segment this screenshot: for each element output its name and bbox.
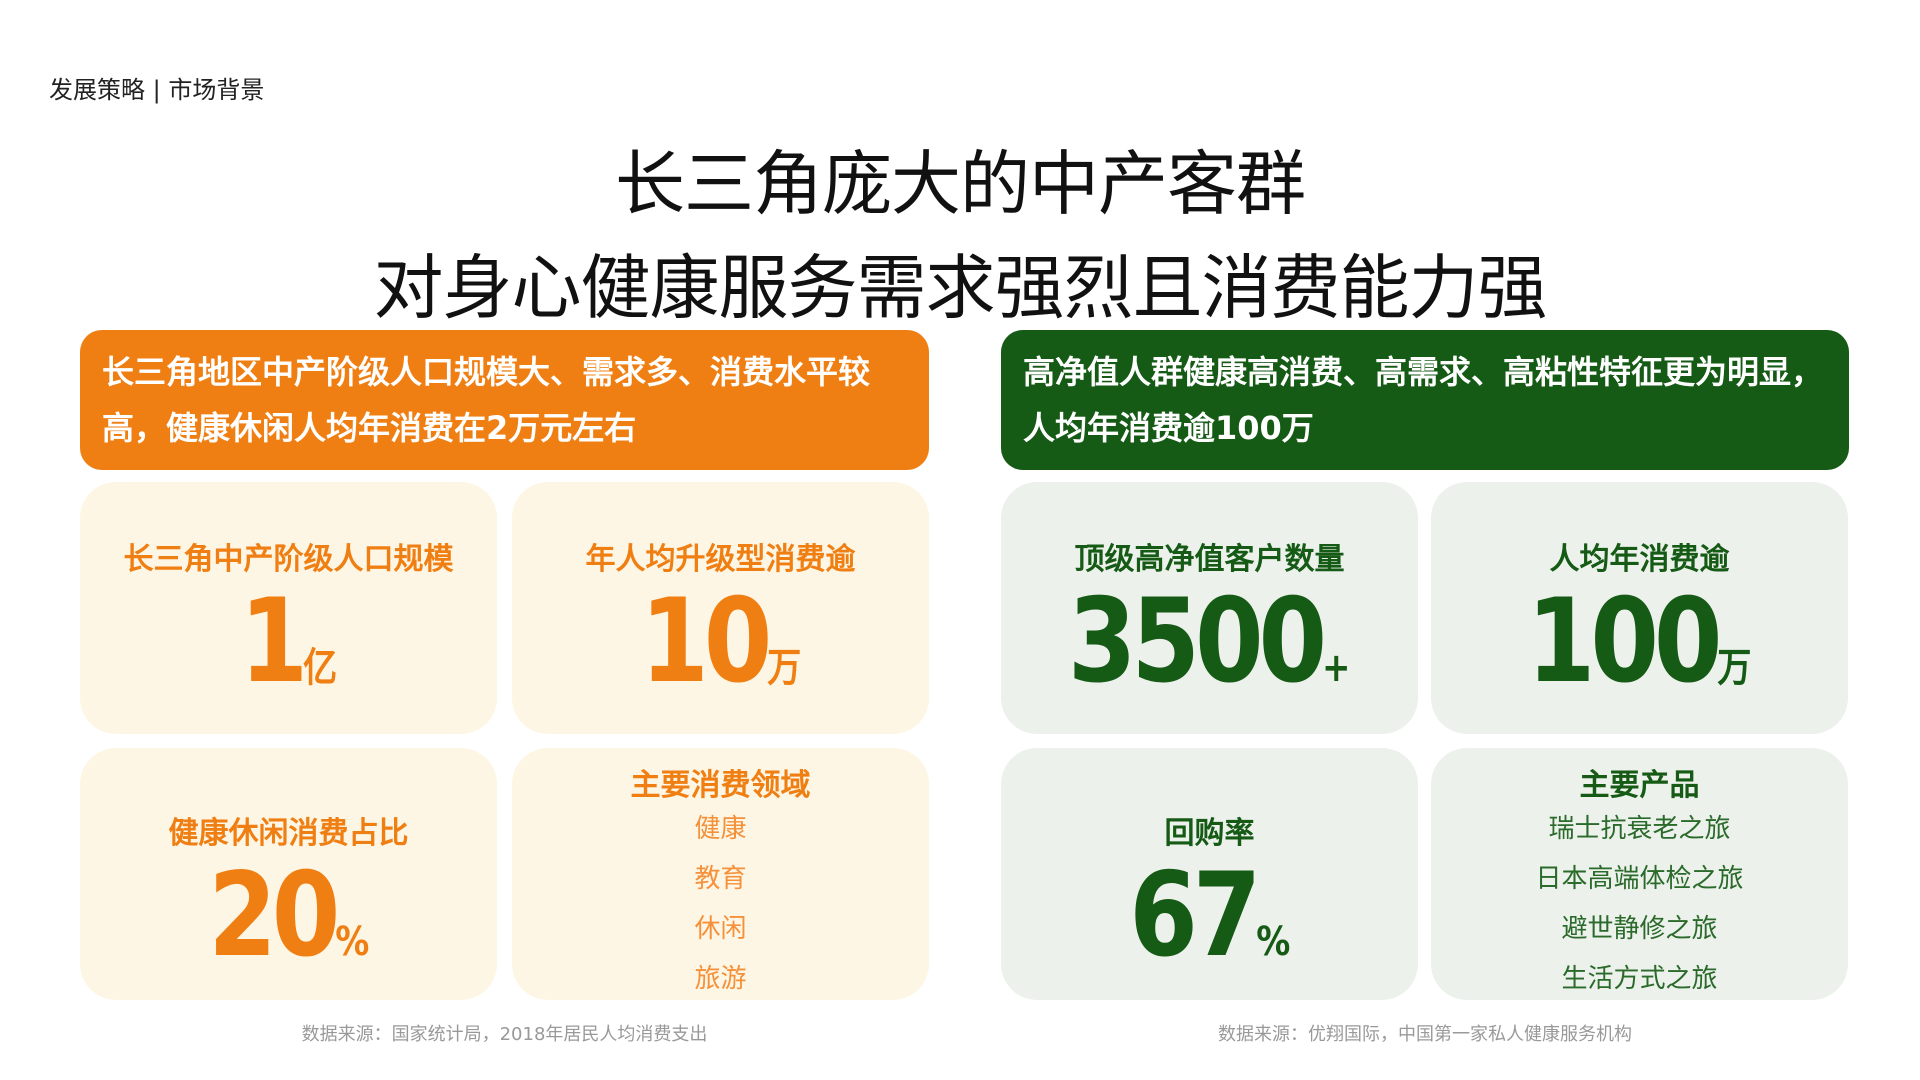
page-title-line2: 对身心健康服务需求强烈且消费能力强 [373, 247, 1548, 329]
stat-label: 回购率 [1164, 816, 1255, 851]
stat-card-hnw-clients: 顶级高净值客户数量 3500+ [1001, 482, 1418, 734]
stat-card-leisure-share: 健康休闲消费占比 20% [80, 748, 497, 1000]
stat-label: 长三角中产阶级人口规模 [123, 542, 454, 577]
list-item: 避世静修之旅 [1561, 914, 1718, 944]
stat-value: 100万 [1527, 574, 1752, 709]
list-card-main-products: 主要产品 瑞士抗衰老之旅 日本高端体检之旅 避世静修之旅 生活方式之旅 [1431, 748, 1848, 1000]
stat-value: 67% [1128, 848, 1291, 983]
right-header-banner: 高净值人群健康高消费、高需求、高粘性特征更为明显，人均年消费逾100万 [1001, 330, 1849, 470]
right-source-note: 数据来源：优翔国际，中国第一家私人健康服务机构 [1218, 1024, 1632, 1045]
list-item: 教育 [694, 864, 747, 894]
list-item: 日本高端体检之旅 [1535, 864, 1744, 894]
stat-value: 1亿 [239, 574, 338, 709]
list-item: 生活方式之旅 [1561, 964, 1718, 994]
page-title-line1: 长三角庞大的中产客群 [615, 143, 1306, 225]
list-title: 主要消费领域 [630, 768, 811, 803]
stat-card-population: 长三角中产阶级人口规模 1亿 [80, 482, 497, 734]
stat-card-upgrade-spend: 年人均升级型消费逾 10万 [512, 482, 929, 734]
stat-label: 年人均升级型消费逾 [585, 542, 856, 577]
stat-value: 3500+ [1068, 574, 1351, 709]
list-item: 瑞士抗衰老之旅 [1548, 814, 1731, 844]
stat-label: 健康休闲消费占比 [168, 816, 409, 851]
stat-card-annual-spend: 人均年消费逾 100万 [1431, 482, 1848, 734]
list-title: 主要产品 [1579, 768, 1700, 803]
left-header-banner: 长三角地区中产阶级人口规模大、需求多、消费水平较高，健康休闲人均年消费在2万元左… [80, 330, 929, 470]
breadcrumb: 发展策略 | 市场背景 [49, 76, 265, 104]
stat-value: 20% [207, 848, 370, 983]
list-item: 健康 [694, 814, 747, 844]
stat-card-repurchase: 回购率 67% [1001, 748, 1418, 1000]
list-card-consumption-areas: 主要消费领域 健康 教育 休闲 旅游 [512, 748, 929, 1000]
stat-label: 顶级高净值客户数量 [1074, 542, 1345, 577]
stat-label: 人均年消费逾 [1549, 542, 1730, 577]
list-item: 旅游 [694, 964, 747, 994]
left-source-note: 数据来源：国家统计局，2018年居民人均消费支出 [301, 1024, 708, 1045]
list-item: 休闲 [694, 914, 747, 944]
stat-value: 10万 [639, 574, 802, 709]
